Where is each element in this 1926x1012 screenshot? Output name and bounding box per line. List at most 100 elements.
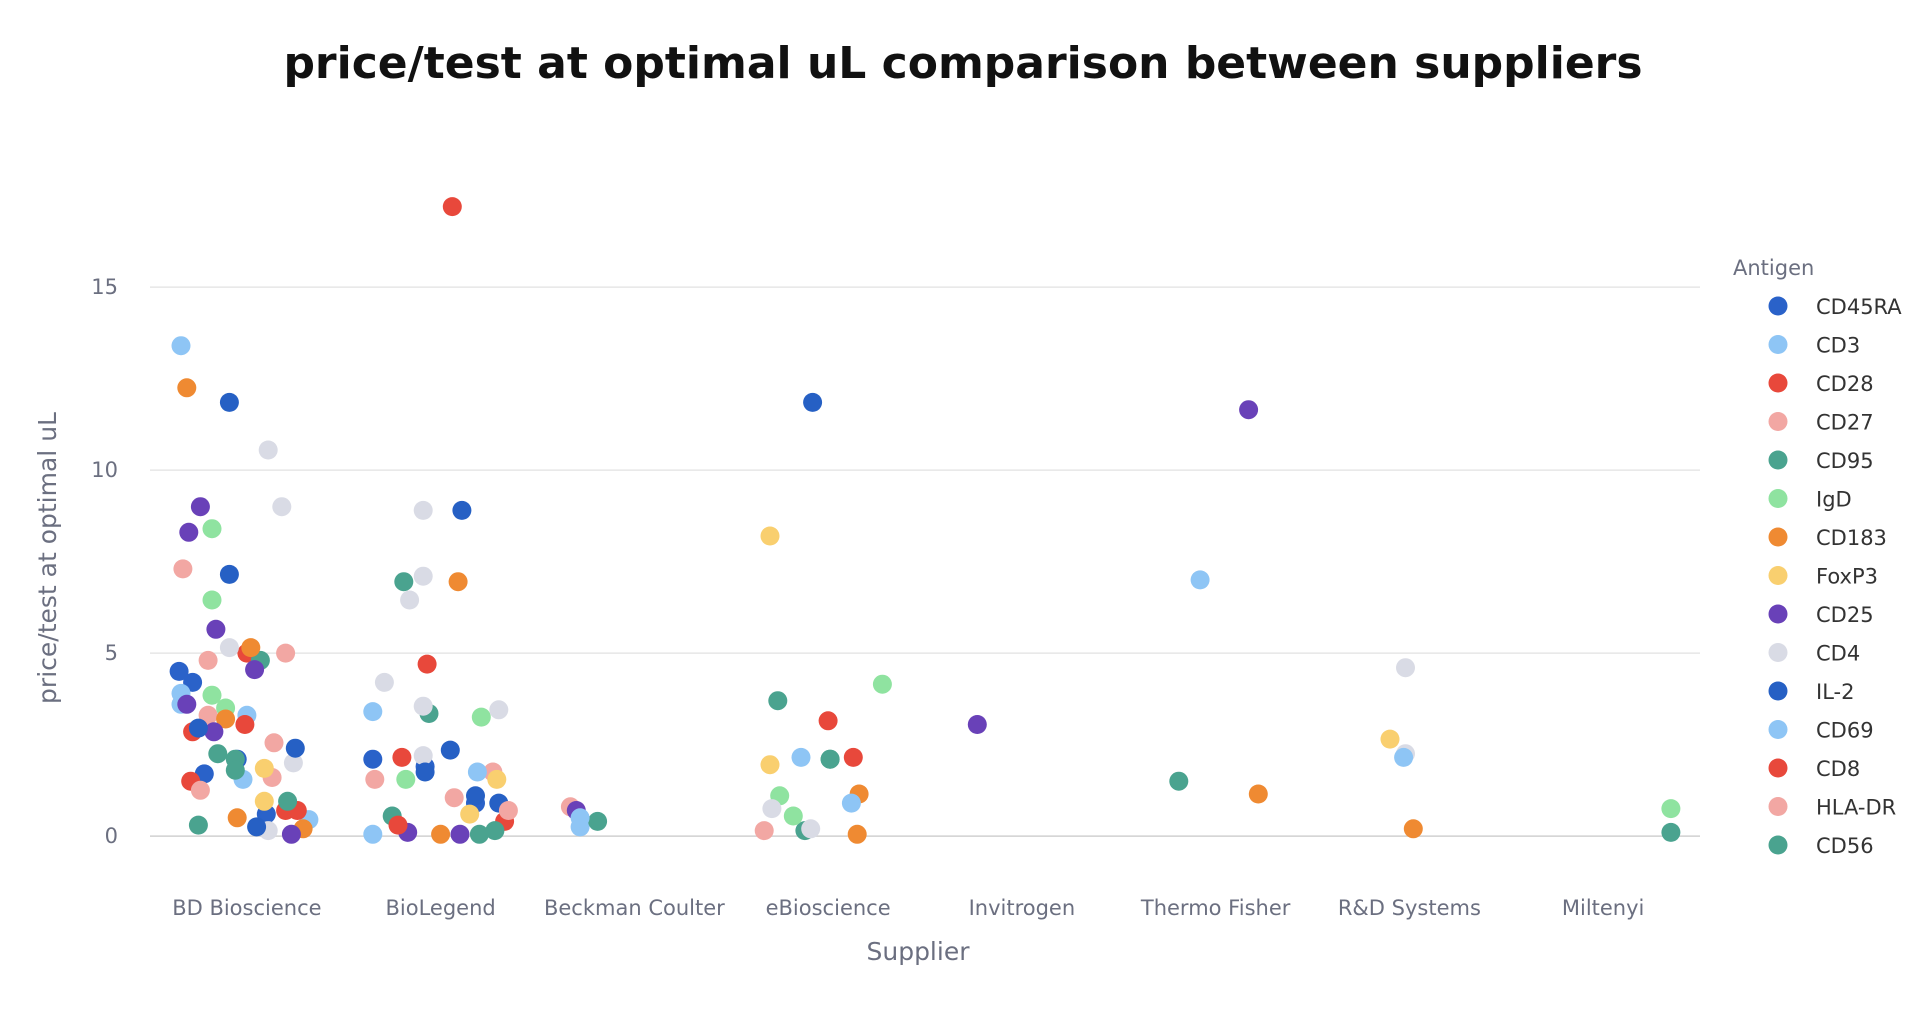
legend-item[interactable]: CD4 xyxy=(1768,642,1861,666)
data-point xyxy=(188,718,208,738)
data-point xyxy=(283,753,303,773)
data-point xyxy=(254,791,274,811)
legend-marker xyxy=(1768,412,1788,431)
chart-title: price/test at optimal uL comparison betw… xyxy=(283,38,1642,89)
data-point xyxy=(487,769,507,789)
data-point xyxy=(219,564,239,584)
data-point xyxy=(783,806,803,826)
data-point xyxy=(392,747,412,767)
legend-item[interactable]: FoxP3 xyxy=(1768,565,1879,589)
data-point xyxy=(841,793,861,813)
data-point xyxy=(202,590,222,610)
legend-label: CD45RA xyxy=(1816,295,1902,319)
data-point xyxy=(448,572,468,592)
data-point xyxy=(198,650,218,670)
data-point xyxy=(363,749,383,769)
legend-item[interactable]: CD69 xyxy=(1768,719,1874,743)
series-cd56 xyxy=(225,749,1681,844)
legend-label: HLA-DR xyxy=(1816,796,1896,820)
legend-label: CD183 xyxy=(1816,526,1887,550)
data-point xyxy=(206,619,226,639)
data-point xyxy=(452,500,472,520)
data-point xyxy=(762,799,782,819)
data-point xyxy=(202,519,222,539)
data-point xyxy=(967,715,987,734)
legend-label: CD69 xyxy=(1816,719,1874,743)
legend-item[interactable]: CD25 xyxy=(1768,603,1874,627)
legend-marker xyxy=(1768,373,1788,393)
legend-item[interactable]: CD56 xyxy=(1768,834,1874,858)
data-point xyxy=(365,769,385,789)
legend-label: IL-2 xyxy=(1816,680,1854,704)
data-point xyxy=(570,808,590,828)
series-cd4 xyxy=(219,440,1415,841)
legend-item[interactable]: IgD xyxy=(1768,488,1852,512)
data-point xyxy=(1190,570,1210,590)
data-point xyxy=(754,821,774,841)
data-point xyxy=(245,660,265,680)
data-point xyxy=(820,749,840,769)
legend-marker xyxy=(1768,566,1788,585)
data-point xyxy=(467,762,487,782)
data-point xyxy=(169,661,189,681)
legend-item[interactable]: IL-2 xyxy=(1768,680,1855,704)
legend: Antigen CD45RA CD3 CD28 CD27 CD95 IgD CD183 Fox… xyxy=(1733,256,1902,858)
data-point xyxy=(440,740,460,760)
data-point xyxy=(872,674,892,694)
data-point xyxy=(768,691,788,711)
data-point xyxy=(278,791,298,811)
legend-item[interactable]: HLA-DR xyxy=(1768,796,1897,820)
data-point xyxy=(1661,822,1681,842)
legend-item[interactable]: CD28 xyxy=(1768,372,1874,396)
y-axis-title: price/test at optimal uL xyxy=(33,412,62,704)
series-cd25 xyxy=(177,400,1259,844)
data-point xyxy=(417,654,437,674)
legend-marker xyxy=(1768,604,1788,624)
legend-item[interactable]: CD27 xyxy=(1768,411,1874,435)
series-hla-dr xyxy=(190,780,518,820)
data-point xyxy=(281,824,301,844)
data-point xyxy=(466,786,485,806)
data-point xyxy=(1661,799,1681,819)
legend-label: IgD xyxy=(1816,488,1852,512)
data-point xyxy=(241,638,261,658)
data-point xyxy=(235,715,255,734)
y-tick-labels: 0 5 10 15 xyxy=(91,275,118,848)
y-tick-label: 10 xyxy=(91,458,118,482)
legend-marker xyxy=(1768,797,1788,816)
grid-layer xyxy=(150,286,1700,837)
legend-item[interactable]: CD3 xyxy=(1768,334,1861,358)
legend-item[interactable]: CD183 xyxy=(1768,526,1887,550)
data-point xyxy=(847,824,867,844)
data-point xyxy=(498,801,518,820)
data-point xyxy=(190,497,210,517)
legend-label: CD25 xyxy=(1816,603,1874,627)
legend-label: CD28 xyxy=(1816,372,1874,396)
data-point xyxy=(485,821,505,841)
data-point xyxy=(219,392,239,412)
data-point xyxy=(1169,771,1189,791)
x-tick-label: R&D Systems xyxy=(1338,896,1481,920)
legend-item[interactable]: CD95 xyxy=(1768,449,1874,473)
data-point xyxy=(276,643,296,663)
x-tick-label: BioLegend xyxy=(386,896,496,920)
data-point xyxy=(444,788,464,808)
data-point xyxy=(760,755,780,775)
x-tick-label: Invitrogen xyxy=(969,896,1076,920)
data-point xyxy=(177,378,197,398)
legend-title: Antigen xyxy=(1733,256,1814,280)
data-point xyxy=(801,819,821,839)
x-tick-label: BD Bioscience xyxy=(172,896,321,920)
legend-item[interactable]: CD45RA xyxy=(1768,295,1903,319)
y-tick-label: 0 xyxy=(105,824,118,848)
data-point xyxy=(202,685,222,705)
data-point xyxy=(791,747,811,767)
data-point xyxy=(400,590,420,610)
data-point xyxy=(415,762,435,782)
data-point xyxy=(363,824,383,844)
legend-item[interactable]: CD8 xyxy=(1768,757,1861,781)
data-point xyxy=(173,559,193,579)
data-point xyxy=(413,696,433,716)
